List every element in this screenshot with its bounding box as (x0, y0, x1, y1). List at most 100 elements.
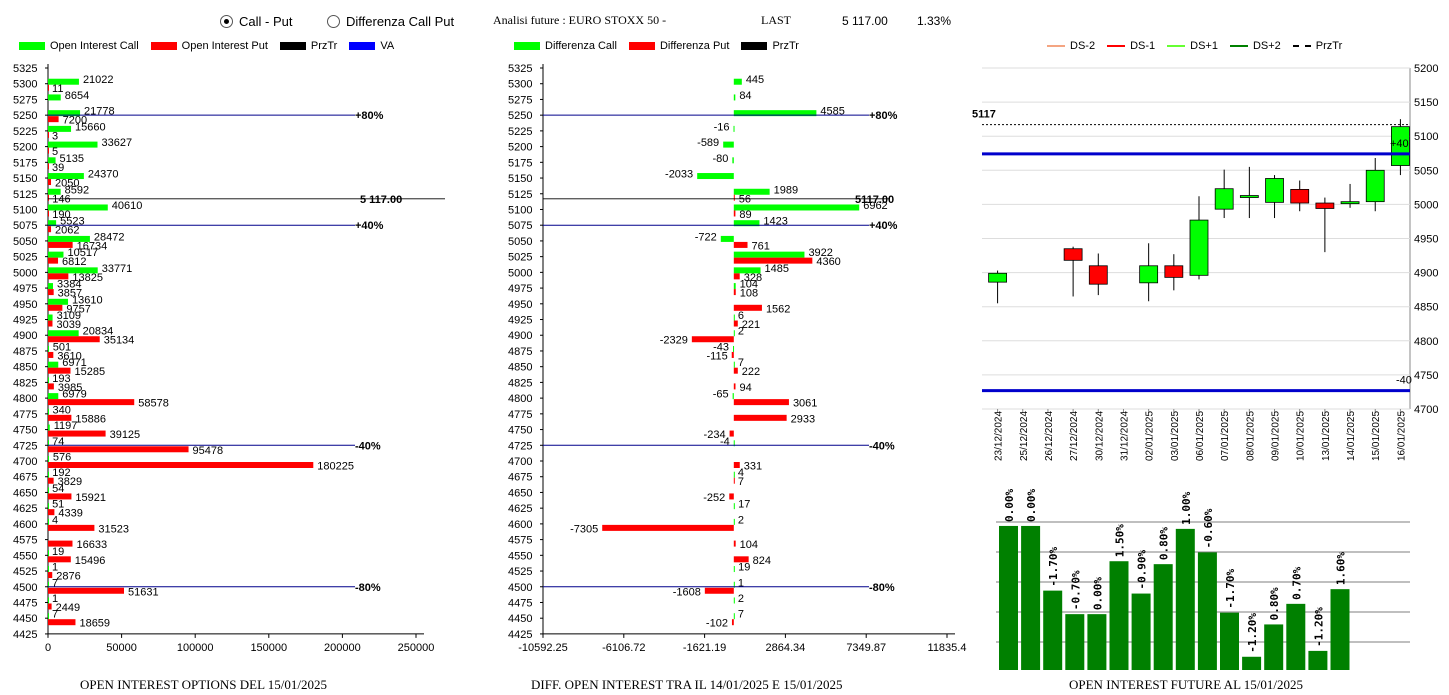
call-bar (733, 613, 735, 620)
call-value-label: 40610 (112, 200, 143, 212)
legend-swatch (1107, 45, 1126, 47)
put-bar (48, 351, 54, 358)
call-bar (733, 204, 860, 211)
put-bar (733, 414, 787, 421)
call-bar (48, 377, 49, 384)
va-label: -40% (355, 440, 381, 452)
strike-label: 4450 (508, 613, 532, 625)
candle-date-label: 09/01/2025 (1271, 411, 1282, 461)
legend-item: PrzTr (1292, 40, 1342, 52)
call-value-label: 21778 (84, 106, 115, 118)
radio-call-put[interactable]: Call - Put (220, 14, 292, 29)
strike-label: 4475 (508, 597, 532, 609)
call-bar (733, 78, 742, 85)
oi-bar-label: 1.00% (1180, 491, 1193, 524)
strike-label: 4700 (508, 456, 532, 468)
radio-call-put-label: Call - Put (239, 14, 293, 29)
put-value-label: 108 (740, 288, 758, 300)
call-bar (48, 204, 108, 211)
call-value-label: 2 (738, 326, 744, 338)
put-value-label: -102 (706, 618, 728, 630)
call-bar (733, 581, 735, 588)
put-bar (48, 131, 49, 138)
candle-up (988, 272, 1007, 283)
call-bar (48, 330, 79, 337)
va-label: +40% (355, 220, 384, 232)
call-value-label: 3384 (57, 279, 81, 291)
strike-label: 4675 (13, 472, 37, 484)
call-bar (48, 157, 56, 164)
call-value-label: 33627 (101, 137, 132, 149)
put-bar (48, 603, 52, 610)
price-label: 5117.00 (855, 194, 894, 206)
oi-bar-label: 0.00% (1003, 488, 1016, 521)
candle-date-label: 03/01/2025 (1170, 411, 1181, 461)
call-value-label: 84 (739, 90, 751, 102)
put-value-label: 2050 (55, 178, 79, 190)
call-bar (733, 361, 735, 368)
call-value-label: 4585 (820, 106, 844, 118)
legend-swatch (1229, 45, 1248, 47)
put-bar (48, 289, 54, 296)
put-value-label: 56 (739, 193, 751, 205)
call-value-label: 1423 (763, 216, 787, 228)
call-value-label: 15660 (75, 121, 106, 133)
put-bar (733, 320, 738, 327)
va-label: +80% (355, 110, 384, 122)
call-bar (720, 235, 734, 242)
call-value-label: 1485 (765, 263, 789, 275)
put-value-label: 31523 (98, 523, 129, 535)
candle-up (1139, 265, 1159, 284)
legend-item: DS-1 (1107, 40, 1155, 52)
call-bar (48, 141, 98, 148)
upper-band-label: +40 (1390, 138, 1409, 150)
call-value-label: 3922 (808, 247, 832, 259)
candle-y-tick-label: 4700 (1414, 404, 1438, 416)
call-value-label: 1 (52, 593, 58, 605)
candle-up (1340, 201, 1360, 205)
call-bar (48, 393, 59, 400)
candle-date-label: 26/12/2024 (1044, 411, 1055, 461)
radio-differenza[interactable]: Differenza Call Put (327, 14, 454, 29)
strike-label: 4475 (13, 597, 37, 609)
put-bar (48, 304, 63, 311)
legend-swatch (150, 42, 177, 50)
strike-label: 4525 (13, 566, 37, 578)
call-bar (48, 550, 49, 557)
call-bar (48, 298, 69, 305)
candle-y-tick-label: 4950 (1414, 234, 1438, 246)
call-bar (48, 408, 49, 415)
call-bar (733, 597, 735, 604)
call-bar (48, 597, 49, 604)
call-bar (48, 78, 79, 85)
call-value-label: 340 (53, 404, 71, 416)
put-bar (48, 619, 76, 626)
legend-item: PrzTr (279, 40, 337, 52)
call-bar (48, 220, 57, 227)
oi-bar (1308, 650, 1328, 670)
oi-bar-label: -1.70% (1047, 547, 1060, 587)
put-value-label: 18659 (79, 618, 110, 630)
call-value-label: 19 (738, 562, 750, 574)
put-bar (48, 477, 54, 484)
put-value-label: 1562 (766, 303, 790, 315)
put-bar (48, 556, 71, 563)
future-candlestick-chart: 4700 4750 4800 4850 4900 4950 5000 5050 5100 5150… (972, 63, 1438, 461)
put-value-label: 3857 (58, 288, 82, 300)
call-value-label: 33771 (102, 263, 133, 275)
radio-differenza-label: Differenza Call Put (346, 14, 455, 29)
candle-down (1315, 202, 1335, 209)
put-value-label: 58578 (138, 398, 169, 410)
call-bar (48, 424, 50, 431)
call-bar (48, 440, 49, 447)
strike-label: 4900 (13, 330, 37, 342)
put-value-label: -1608 (673, 586, 701, 598)
oi-bar (1131, 593, 1151, 670)
call-value-label: 24370 (88, 169, 119, 181)
legend-label: DS+2 (1252, 40, 1281, 52)
legend-item: DS+2 (1229, 40, 1281, 52)
strike-label: 4725 (508, 440, 532, 452)
candle-date-label: 23/12/2024 (994, 411, 1005, 461)
put-bar (602, 524, 734, 531)
open-interest-chart: 5325530052755250522552005175515051255100… (13, 63, 445, 654)
